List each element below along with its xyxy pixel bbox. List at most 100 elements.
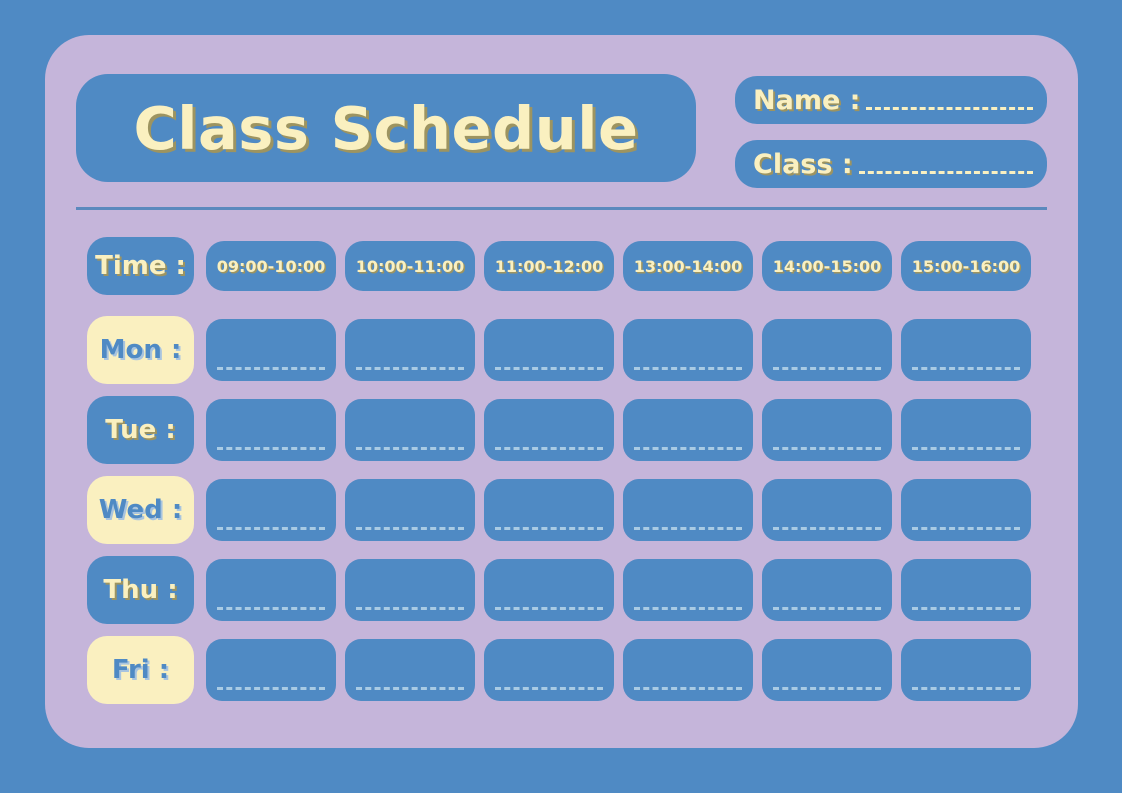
page-title: Class Schedule — [133, 93, 639, 163]
schedule-cell-wed-6[interactable] — [901, 479, 1031, 541]
schedule-cell-tue-2[interactable] — [345, 399, 475, 461]
cell-writing-line — [356, 527, 464, 530]
schedule-cell-wed-2[interactable] — [345, 479, 475, 541]
day-label-text: Thu : — [103, 575, 178, 605]
schedule-grid: Time : 09:00-10:00 10:00-11:00 11:00-12:… — [87, 232, 1036, 710]
cell-writing-line — [912, 607, 1020, 610]
cell-writing-line — [773, 367, 881, 370]
schedule-cell-thu-1[interactable] — [206, 559, 336, 621]
time-slot-label: 14:00-15:00 — [772, 256, 882, 276]
time-slot-header: 14:00-15:00 — [762, 241, 892, 291]
class-field-label: Class : — [753, 148, 853, 180]
cell-writing-line — [217, 367, 325, 370]
schedule-cell-mon-5[interactable] — [762, 319, 892, 381]
schedule-cell-tue-3[interactable] — [484, 399, 614, 461]
schedule-cell-mon-6[interactable] — [901, 319, 1031, 381]
schedule-cell-fri-2[interactable] — [345, 639, 475, 701]
cell-writing-line — [495, 607, 603, 610]
day-label-text: Tue : — [105, 415, 176, 445]
time-slot-header: 10:00-11:00 — [345, 241, 475, 291]
cell-writing-line — [356, 367, 464, 370]
cell-writing-line — [217, 527, 325, 530]
title-pill: Class Schedule — [76, 74, 696, 182]
schedule-cell-wed-1[interactable] — [206, 479, 336, 541]
schedule-cell-thu-6[interactable] — [901, 559, 1031, 621]
time-slot-header: 15:00-16:00 — [901, 241, 1031, 291]
schedule-cell-fri-3[interactable] — [484, 639, 614, 701]
cell-writing-line — [634, 687, 742, 690]
time-header-cell: Time : — [87, 237, 194, 295]
cell-writing-line — [773, 687, 881, 690]
name-field-label: Name : — [753, 84, 861, 116]
cell-writing-line — [356, 607, 464, 610]
schedule-cell-mon-3[interactable] — [484, 319, 614, 381]
schedule-cell-thu-2[interactable] — [345, 559, 475, 621]
cell-writing-line — [356, 687, 464, 690]
schedule-cell-thu-3[interactable] — [484, 559, 614, 621]
time-slot-label: 10:00-11:00 — [355, 256, 465, 276]
day-row-fri: Fri : — [87, 630, 1036, 710]
time-slot-header: 11:00-12:00 — [484, 241, 614, 291]
day-label-thu: Thu : — [87, 556, 194, 624]
cell-writing-line — [773, 607, 881, 610]
cell-writing-line — [912, 447, 1020, 450]
day-label-tue: Tue : — [87, 396, 194, 464]
cell-writing-line — [217, 687, 325, 690]
cell-writing-line — [634, 447, 742, 450]
schedule-cell-tue-5[interactable] — [762, 399, 892, 461]
schedule-cell-tue-6[interactable] — [901, 399, 1031, 461]
schedule-cell-fri-5[interactable] — [762, 639, 892, 701]
class-field[interactable]: Class : — [735, 140, 1047, 188]
schedule-cell-wed-4[interactable] — [623, 479, 753, 541]
schedule-cell-mon-4[interactable] — [623, 319, 753, 381]
cell-writing-line — [217, 447, 325, 450]
cell-writing-line — [495, 687, 603, 690]
schedule-cell-thu-4[interactable] — [623, 559, 753, 621]
schedule-cell-wed-5[interactable] — [762, 479, 892, 541]
cell-writing-line — [634, 527, 742, 530]
time-header-label: Time : — [95, 251, 186, 281]
time-slot-header: 09:00-10:00 — [206, 241, 336, 291]
schedule-card: Class Schedule Name : Class : Time : 09:… — [45, 35, 1078, 748]
time-slot-label: 13:00-14:00 — [633, 256, 743, 276]
header-divider — [76, 207, 1047, 210]
day-label-mon: Mon : — [87, 316, 194, 384]
time-slot-header: 13:00-14:00 — [623, 241, 753, 291]
cell-writing-line — [495, 447, 603, 450]
cell-writing-line — [634, 607, 742, 610]
schedule-cell-mon-2[interactable] — [345, 319, 475, 381]
name-field[interactable]: Name : — [735, 76, 1047, 124]
day-row-tue: Tue : — [87, 390, 1036, 470]
cell-writing-line — [495, 367, 603, 370]
schedule-cell-wed-3[interactable] — [484, 479, 614, 541]
schedule-cell-fri-1[interactable] — [206, 639, 336, 701]
cell-writing-line — [495, 527, 603, 530]
time-slot-label: 11:00-12:00 — [494, 256, 604, 276]
time-header-row: Time : 09:00-10:00 10:00-11:00 11:00-12:… — [87, 232, 1036, 300]
day-label-text: Wed : — [98, 495, 183, 525]
time-slot-label: 09:00-10:00 — [216, 256, 326, 276]
schedule-cell-mon-1[interactable] — [206, 319, 336, 381]
day-label-text: Fri : — [111, 655, 170, 685]
cell-writing-line — [773, 527, 881, 530]
day-label-fri: Fri : — [87, 636, 194, 704]
day-label-wed: Wed : — [87, 476, 194, 544]
day-label-text: Mon : — [99, 335, 182, 365]
cell-writing-line — [773, 447, 881, 450]
schedule-cell-tue-1[interactable] — [206, 399, 336, 461]
cell-writing-line — [356, 447, 464, 450]
cell-writing-line — [912, 367, 1020, 370]
header: Class Schedule Name : Class : — [76, 66, 1047, 206]
day-row-wed: Wed : — [87, 470, 1036, 550]
cell-writing-line — [912, 527, 1020, 530]
schedule-cell-fri-6[interactable] — [901, 639, 1031, 701]
schedule-cell-fri-4[interactable] — [623, 639, 753, 701]
class-field-writing-line[interactable] — [858, 170, 1033, 174]
schedule-cell-tue-4[interactable] — [623, 399, 753, 461]
schedule-cell-thu-5[interactable] — [762, 559, 892, 621]
cell-writing-line — [217, 607, 325, 610]
cell-writing-line — [912, 687, 1020, 690]
cell-writing-line — [634, 367, 742, 370]
name-field-writing-line[interactable] — [866, 106, 1033, 110]
